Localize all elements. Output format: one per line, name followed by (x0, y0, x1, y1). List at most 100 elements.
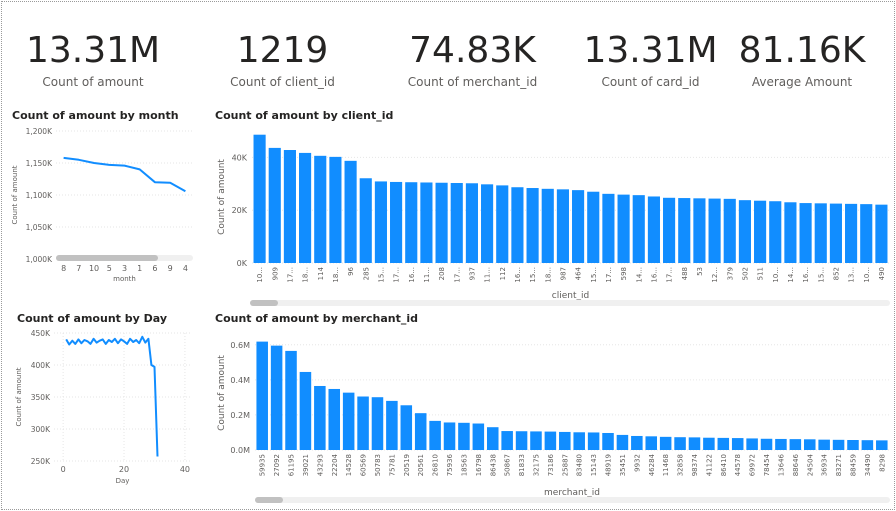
bar[interactable] (688, 437, 701, 450)
bar[interactable] (803, 439, 816, 450)
bar[interactable] (344, 160, 357, 263)
bar[interactable] (789, 439, 802, 450)
bar[interactable] (486, 427, 499, 450)
bar[interactable] (678, 198, 691, 263)
bar[interactable] (465, 183, 478, 263)
bar[interactable] (253, 134, 266, 263)
bar[interactable] (645, 436, 658, 450)
kpi-card-count-of-amount[interactable]: 13.31M Count of amount (18, 30, 168, 89)
bar[interactable] (832, 439, 845, 450)
bar[interactable] (693, 198, 706, 263)
bar[interactable] (357, 396, 369, 450)
bar[interactable] (458, 422, 470, 450)
bar[interactable] (371, 397, 384, 450)
bar[interactable] (659, 436, 672, 450)
bar[interactable] (256, 341, 268, 450)
bar[interactable] (329, 156, 342, 263)
bar[interactable] (829, 203, 842, 263)
scrollbar-thumb[interactable] (255, 497, 283, 503)
merchant-chart-scrollbar[interactable] (255, 497, 890, 503)
bar[interactable] (587, 432, 600, 450)
bar[interactable] (511, 187, 524, 263)
scrollbar-thumb[interactable] (250, 300, 278, 306)
series-line[interactable] (63, 156, 186, 193)
bar[interactable] (515, 431, 528, 450)
bar[interactable] (342, 392, 355, 450)
bar[interactable] (876, 440, 888, 450)
scrollbar-thumb[interactable] (56, 255, 158, 261)
bar[interactable] (602, 432, 614, 450)
bar[interactable] (769, 201, 782, 263)
bar[interactable] (481, 184, 494, 263)
bar[interactable] (674, 437, 686, 450)
bar[interactable] (875, 204, 888, 263)
bar[interactable] (717, 437, 730, 450)
kpi-card-average-amount[interactable]: 81.16K Average Amount (728, 30, 876, 89)
bar[interactable] (708, 198, 721, 263)
bar[interactable] (616, 434, 629, 450)
bar[interactable] (314, 385, 326, 450)
bar[interactable] (414, 413, 427, 450)
bar[interactable] (617, 194, 630, 263)
bar[interactable] (559, 431, 571, 450)
bar[interactable] (587, 191, 600, 263)
bar[interactable] (861, 440, 874, 450)
bar[interactable] (496, 185, 509, 263)
bar[interactable] (400, 405, 413, 450)
bar[interactable] (429, 420, 441, 450)
kpi-card-count-of-card-id[interactable]: 13.31M Count of card_id (573, 30, 728, 89)
bar[interactable] (283, 150, 296, 263)
bar[interactable] (299, 371, 312, 450)
bar[interactable] (754, 200, 767, 263)
bar[interactable] (270, 345, 283, 450)
bar[interactable] (847, 440, 859, 450)
bar[interactable] (602, 193, 615, 263)
bar[interactable] (420, 182, 433, 263)
bar[interactable] (775, 438, 787, 450)
bar[interactable] (530, 431, 542, 450)
bar[interactable] (541, 188, 554, 263)
bar[interactable] (374, 181, 387, 263)
bar[interactable] (268, 147, 281, 263)
bar[interactable] (556, 189, 569, 263)
bar[interactable] (544, 431, 557, 450)
bar[interactable] (572, 190, 585, 263)
bar[interactable] (405, 182, 418, 263)
bar[interactable] (328, 388, 341, 450)
bar[interactable] (814, 203, 827, 263)
bar[interactable] (799, 203, 812, 263)
bar[interactable] (746, 438, 758, 450)
bar[interactable] (390, 181, 403, 263)
bar[interactable] (314, 155, 327, 263)
bar[interactable] (573, 432, 585, 450)
client-chart-scrollbar[interactable] (250, 300, 890, 306)
bar[interactable] (663, 197, 676, 263)
bar[interactable] (526, 188, 539, 263)
bar[interactable] (731, 438, 744, 450)
bar[interactable] (443, 422, 456, 450)
bar[interactable] (472, 423, 485, 450)
bar[interactable] (386, 400, 398, 450)
bar[interactable] (818, 439, 830, 450)
bar[interactable] (760, 438, 773, 450)
bar[interactable] (723, 198, 736, 263)
bar[interactable] (285, 350, 297, 450)
bar[interactable] (647, 196, 660, 263)
kpi-card-count-of-client-id[interactable]: 1219 Count of client_id (205, 30, 360, 89)
series-line[interactable] (65, 335, 159, 457)
month-chart-scrollbar[interactable] (56, 255, 193, 261)
bar[interactable] (738, 200, 751, 263)
bar[interactable] (501, 431, 513, 450)
kpi-card-count-of-merchant-id[interactable]: 74.83K Count of merchant_id (395, 30, 550, 89)
bar[interactable] (845, 203, 858, 263)
bar[interactable] (299, 152, 312, 263)
bar[interactable] (632, 195, 645, 263)
bar[interactable] (631, 435, 643, 450)
bar[interactable] (359, 178, 372, 263)
bar[interactable] (435, 182, 448, 263)
bar[interactable] (784, 202, 797, 263)
